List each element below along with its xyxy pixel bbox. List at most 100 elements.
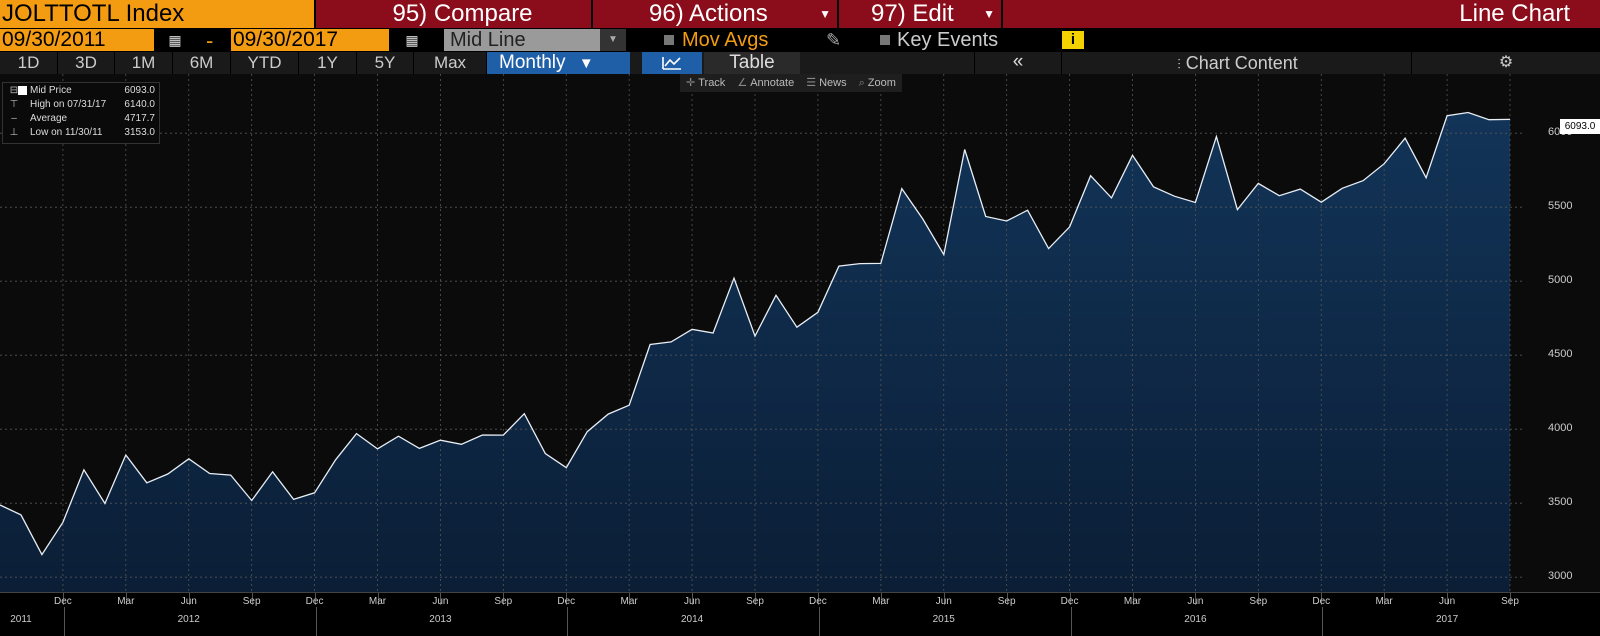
x-month-label: Dec [54, 596, 72, 607]
edit-menu[interactable]: 97) Edit ▼ [839, 0, 1001, 28]
ticker-field[interactable]: JOLTTOTL Index [0, 0, 314, 28]
calendar-icon[interactable]: ▦ [405, 32, 419, 48]
chevron-down-icon[interactable]: ▼ [600, 29, 626, 51]
actions-menu[interactable]: 96) Actions ▼ [593, 0, 837, 28]
x-month-label: Dec [305, 596, 324, 607]
pen-icon: ∠ [737, 77, 748, 89]
calendar-icon[interactable]: ▦ [168, 32, 182, 48]
series-line [0, 111, 1511, 556]
x-tick [880, 593, 882, 605]
legend-label: Average [30, 113, 68, 124]
x-tick [251, 593, 253, 605]
chart-content-button[interactable]: ⫶ Chart Content [1064, 52, 1412, 74]
range-max[interactable]: Max [414, 52, 487, 74]
low-marker-icon: ⊥ [9, 127, 19, 138]
zoom-tool[interactable]: ⌕ Zoom [853, 74, 902, 92]
line-marker-icon: ⊟ [9, 85, 19, 96]
x-month-label: Jun [432, 596, 449, 607]
year-divider [1070, 607, 1072, 636]
legend-label: Low on 11/30/11 [30, 127, 103, 138]
crosshair-icon: ✛ [686, 77, 696, 89]
range-1d[interactable]: 1D [0, 52, 58, 74]
chart-tools: ✛ Track ∠ Annotate ☰ News ⌕ Zoom [680, 74, 902, 92]
year-divider [1322, 607, 1324, 636]
compare-button[interactable]: 95) Compare [316, 0, 591, 28]
caret-down-icon: ▼ [578, 55, 594, 72]
x-tick [755, 593, 756, 605]
key-events-label[interactable]: Key Events [897, 29, 999, 51]
legend-label: High on 07/31/17 [30, 99, 107, 110]
gear-icon[interactable]: ⚙ [1498, 54, 1514, 71]
x-tick [1069, 593, 1071, 605]
track-tool[interactable]: ✛ Track [680, 74, 731, 92]
edit-label: 97) Edit [871, 0, 954, 27]
chart-area[interactable]: ✛ Track ∠ Annotate ☰ News ⌕ Zoom ⊟ Mid Price… [0, 74, 1600, 636]
x-year-label: 2015 [932, 614, 955, 625]
period-select[interactable]: Monthly ▼ [487, 52, 630, 74]
table-tab[interactable]: Table [704, 52, 800, 74]
annotate-tool[interactable]: ∠ Annotate [731, 74, 800, 92]
year-divider [315, 607, 317, 636]
x-tick [188, 593, 190, 605]
x-month-label: Jun [1187, 596, 1204, 607]
end-date-input[interactable]: 09/30/2017 [231, 29, 389, 51]
average-marker-icon: – [11, 113, 17, 124]
y-tick-label: 5500 [1548, 200, 1573, 213]
x-tick [817, 593, 819, 605]
x-month-label: Sep [1249, 596, 1268, 607]
x-month-label: Sep [1501, 596, 1519, 607]
y-tick-label: 3000 [1548, 570, 1573, 583]
x-tick [943, 593, 945, 605]
x-month-label: Sep [494, 596, 513, 607]
x-month-label: Sep [242, 596, 261, 607]
x-month-label: Sep [746, 596, 764, 607]
start-date-input[interactable]: 09/30/2011 [0, 29, 154, 51]
info-icon[interactable]: i [1062, 31, 1084, 49]
line-chart-tab[interactable] [642, 52, 702, 74]
x-month-label: Jun [1439, 596, 1456, 607]
news-tool[interactable]: ☰ News [800, 74, 852, 92]
x-tick [692, 593, 694, 605]
x-month-label: Mar [1123, 596, 1142, 607]
x-month-label: Dec [1312, 596, 1331, 607]
mov-avgs-label[interactable]: Mov Avgs [682, 29, 769, 51]
chart-content-label: Chart Content [1185, 53, 1298, 73]
date-separator: - [206, 28, 214, 53]
legend-value: 6140.0 [124, 99, 155, 110]
x-tick [1447, 593, 1449, 605]
year-divider [63, 607, 65, 636]
last-value-badge: 6093.0 [1560, 119, 1600, 134]
range-1y[interactable]: 1Y [299, 52, 357, 74]
period-label: Monthly [499, 52, 566, 73]
legend-value: 6093.0 [124, 85, 155, 96]
x-month-label: Dec [1060, 596, 1079, 607]
line-chart-icon [662, 57, 681, 70]
range-1m[interactable]: 1M [115, 52, 173, 74]
range-6m[interactable]: 6M [173, 52, 231, 74]
legend-row-high: ⊤ High on 07/31/17 6140.0 [3, 98, 159, 111]
x-tick [62, 593, 64, 605]
range-3d[interactable]: 3D [58, 52, 115, 74]
x-year-label: 2013 [429, 614, 452, 625]
key-events-checkbox[interactable] [880, 35, 890, 45]
mov-avgs-checkbox[interactable] [664, 35, 674, 45]
chart-content-icon: ⫶ [1177, 56, 1181, 72]
x-month-label: Mar [872, 596, 890, 607]
series-area [0, 112, 1510, 592]
legend-row-average: – Average 4717.7 [3, 112, 159, 125]
y-tick-label: 4000 [1548, 422, 1573, 435]
x-tick [503, 593, 505, 605]
x-month-label: Mar [620, 596, 638, 607]
pencil-icon[interactable]: ✎ [826, 30, 842, 50]
collapse-button[interactable]: « [974, 52, 1062, 74]
x-tick [440, 593, 442, 605]
range-5y[interactable]: 5Y [357, 52, 414, 74]
line-type-select[interactable]: Mid Line [444, 29, 600, 51]
x-tick [1132, 593, 1134, 605]
chevron-down-icon: ▼ [983, 7, 995, 21]
chart-legend[interactable]: ⊟ Mid Price 6093.0 ⊤ High on 07/31/17 61… [2, 82, 160, 144]
x-month-label: Dec [557, 596, 576, 607]
x-axis: Dec Mar Jun Sep Dec Mar Jun Sep Dec Mar Jun Sep Dec M… [0, 592, 1600, 636]
top-menu-bar: JOLTTOTL Index 95) Compare 96) Actions ▼ … [0, 0, 1600, 28]
range-ytd[interactable]: YTD [231, 52, 299, 74]
